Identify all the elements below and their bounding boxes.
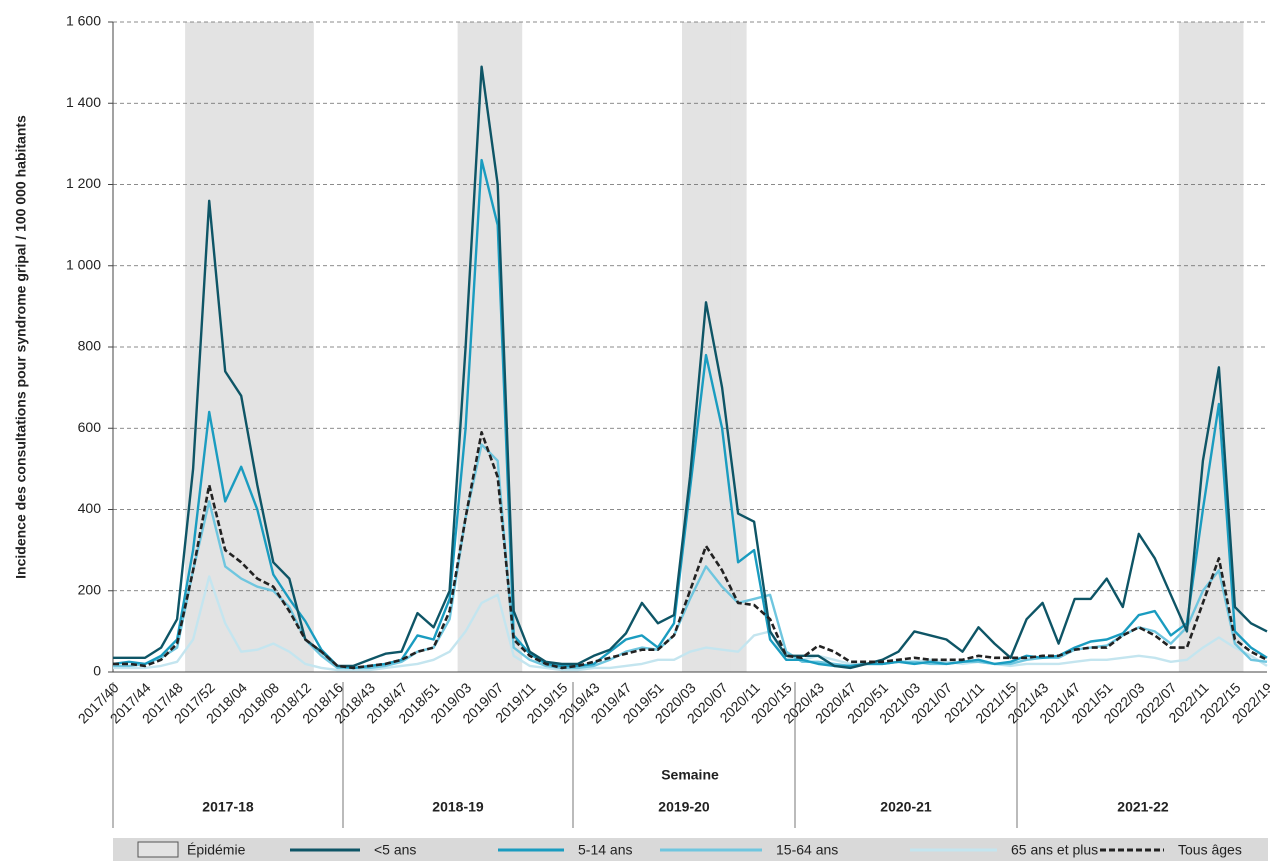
y-tick-label: 1 000 [66,256,101,272]
series-line [112,158,1268,670]
season-label: 2018-19 [432,799,484,815]
season-label: 2017-18 [202,799,254,815]
season-label: 2020-21 [880,799,932,815]
season-label: 2019-20 [658,799,710,815]
legend-label: Tous âges [1178,842,1242,858]
y-tick-label: 600 [78,419,102,435]
legend-label: 15-64 ans [776,842,838,858]
legend-swatch [137,841,179,858]
y-tick-label: 800 [78,338,102,354]
season-label: 2021-22 [1117,799,1169,815]
series-line [113,575,1268,672]
y-tick-label: 0 [93,663,101,679]
y-tick-label: 1 200 [66,175,101,191]
series-line [113,431,1268,670]
y-axis-label: Incidence des consultations pour syndrom… [13,115,29,579]
y-tick-label: 1 600 [66,13,101,29]
legend-label: <5 ans [374,842,416,858]
x-axis-label: Semaine [661,767,719,783]
y-tick-label: 1 400 [66,94,101,110]
legend-label: 65 ans et plus [1011,842,1098,858]
y-tick-label: 400 [78,500,102,516]
epidemic-band [201,22,218,672]
y-tick-label: 200 [78,581,102,597]
legend-label: 5-14 ans [578,842,632,858]
legend-label: Épidémie [187,842,246,858]
